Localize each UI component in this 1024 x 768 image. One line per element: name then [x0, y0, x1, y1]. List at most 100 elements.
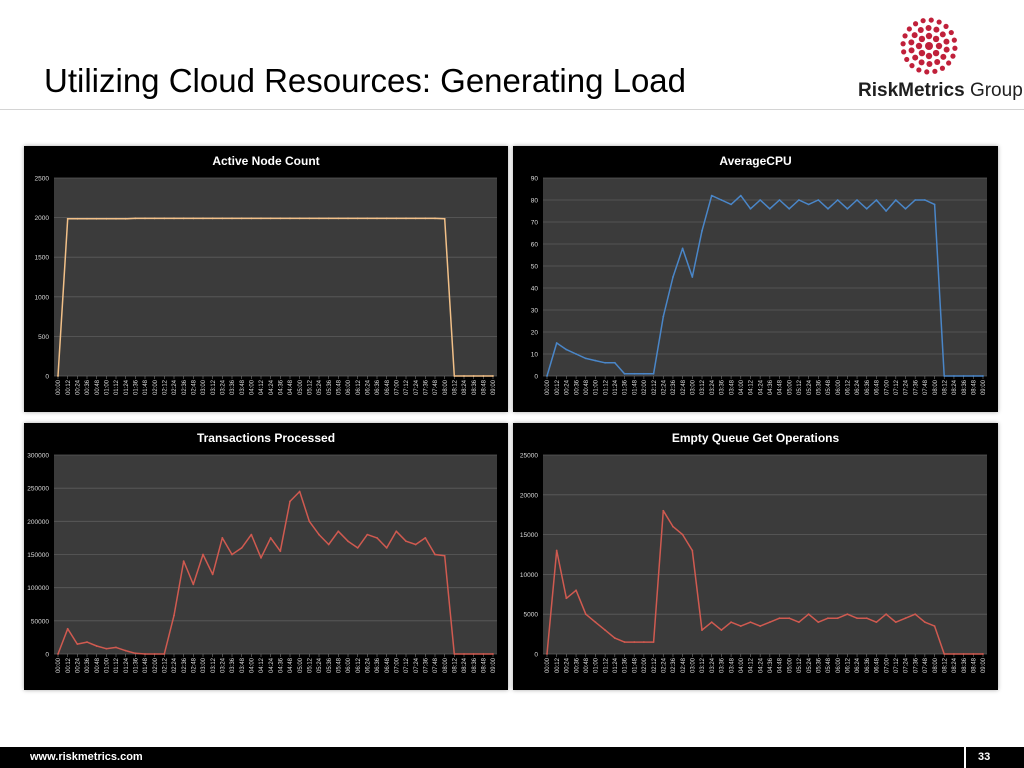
data-point [575, 589, 577, 592]
x-tick-label: 00:00 [56, 657, 62, 673]
logo-dot [901, 49, 907, 55]
data-point [269, 537, 272, 539]
x-tick-label: 03:24 [221, 657, 227, 673]
x-tick-label: 01:36 [623, 379, 629, 395]
x-tick-label: 03:24 [710, 379, 716, 395]
data-point [347, 540, 349, 543]
data-point [788, 617, 791, 620]
data-point [124, 649, 127, 652]
data-point [347, 217, 349, 220]
data-point [482, 375, 485, 377]
data-point [885, 210, 888, 212]
x-tick-label: 06:36 [865, 379, 871, 395]
data-point [798, 199, 800, 201]
x-tick-label: 02:36 [671, 379, 677, 395]
x-tick-label: 07:00 [395, 379, 401, 395]
footer-bar: www.riskmetrics.com 33 [0, 747, 1024, 768]
x-tick-label: 06:12 [356, 379, 362, 395]
logo-dot [943, 46, 950, 53]
data-point [115, 646, 117, 649]
data-point [434, 217, 436, 220]
chart-title: Active Node Count [212, 154, 319, 168]
chart-panel-empty-queue-get-operations: Empty Queue Get Operations 0 5000 10000 1500… [513, 423, 998, 690]
data-point [788, 207, 791, 210]
y-tick-label: 40 [531, 286, 539, 293]
footer-divider [964, 747, 966, 768]
page-number: 33 [978, 751, 991, 763]
y-tick-label: 25000 [520, 453, 538, 460]
data-point [739, 194, 742, 197]
data-point [768, 207, 771, 210]
data-point [105, 647, 108, 650]
x-tick-label: 05:24 [317, 657, 323, 673]
y-tick-label: 0 [45, 652, 49, 659]
x-tick-label: 00:12 [66, 657, 72, 673]
data-point [405, 217, 407, 220]
x-tick-label: 07:48 [923, 379, 929, 395]
data-point [846, 207, 849, 210]
data-point [443, 217, 446, 220]
x-tick-label: 06:12 [846, 379, 852, 395]
x-tick-label: 05:36 [327, 379, 333, 395]
x-tick-label: 05:00 [787, 657, 793, 673]
y-tick-label: 500 [38, 334, 49, 341]
data-point [366, 533, 369, 536]
data-point [584, 613, 587, 616]
x-tick-label: 02:12 [163, 657, 169, 673]
x-tick-label: 06:12 [846, 657, 852, 673]
data-point [836, 617, 839, 620]
data-point [730, 621, 732, 624]
logo-dot [920, 18, 926, 24]
data-point [914, 199, 917, 201]
x-tick-label: 08:24 [952, 657, 958, 673]
plot-area [543, 178, 987, 376]
x-tick-label: 01:12 [114, 657, 120, 673]
x-tick-label: 04:00 [250, 657, 256, 673]
chart-panel-active-node-count: Active Node Count 0 500 1000 1500 2000 2500 00:… [24, 146, 508, 412]
x-tick-label: 06:48 [385, 657, 391, 673]
x-tick-label: 00:36 [574, 379, 580, 395]
data-point [463, 653, 465, 655]
x-tick-label: 08:48 [972, 657, 978, 673]
data-point [933, 203, 936, 206]
data-point [575, 353, 577, 355]
data-point [672, 276, 674, 278]
x-tick-label: 04:12 [259, 657, 265, 673]
data-point [691, 549, 694, 552]
data-point [134, 652, 137, 655]
data-point [269, 217, 272, 220]
y-tick-label: 70 [531, 220, 539, 227]
x-tick-label: 00:48 [584, 379, 590, 395]
data-point [327, 217, 330, 220]
x-tick-label: 05:48 [337, 379, 343, 395]
data-point [962, 653, 965, 655]
data-point [192, 217, 195, 220]
data-point [836, 199, 839, 201]
data-point [240, 217, 243, 220]
data-point [807, 613, 810, 616]
x-tick-label: 08:36 [962, 379, 968, 395]
y-tick-label: 10 [531, 352, 539, 359]
x-tick-label: 03:36 [720, 657, 726, 673]
x-tick-label: 07:36 [913, 657, 919, 673]
x-tick-label: 00:00 [545, 379, 551, 395]
y-tick-label: 15000 [520, 532, 538, 539]
data-point [153, 653, 156, 655]
logo-dot [948, 29, 954, 36]
x-tick-label: 03:00 [201, 657, 207, 673]
x-tick-label: 03:00 [691, 657, 697, 673]
data-point [546, 653, 548, 655]
x-tick-label: 01:00 [105, 657, 111, 673]
plot-area [54, 178, 497, 376]
data-point [914, 613, 917, 616]
data-point [115, 217, 117, 220]
x-tick-label: 03:36 [230, 657, 236, 673]
data-point [817, 199, 820, 201]
data-point [76, 217, 79, 220]
logo-dot [916, 67, 922, 73]
x-tick-label: 02:48 [681, 657, 687, 673]
data-point [953, 653, 955, 655]
x-tick-label: 03:00 [691, 379, 697, 395]
x-tick-label: 06:00 [346, 657, 352, 673]
data-point [827, 207, 829, 210]
